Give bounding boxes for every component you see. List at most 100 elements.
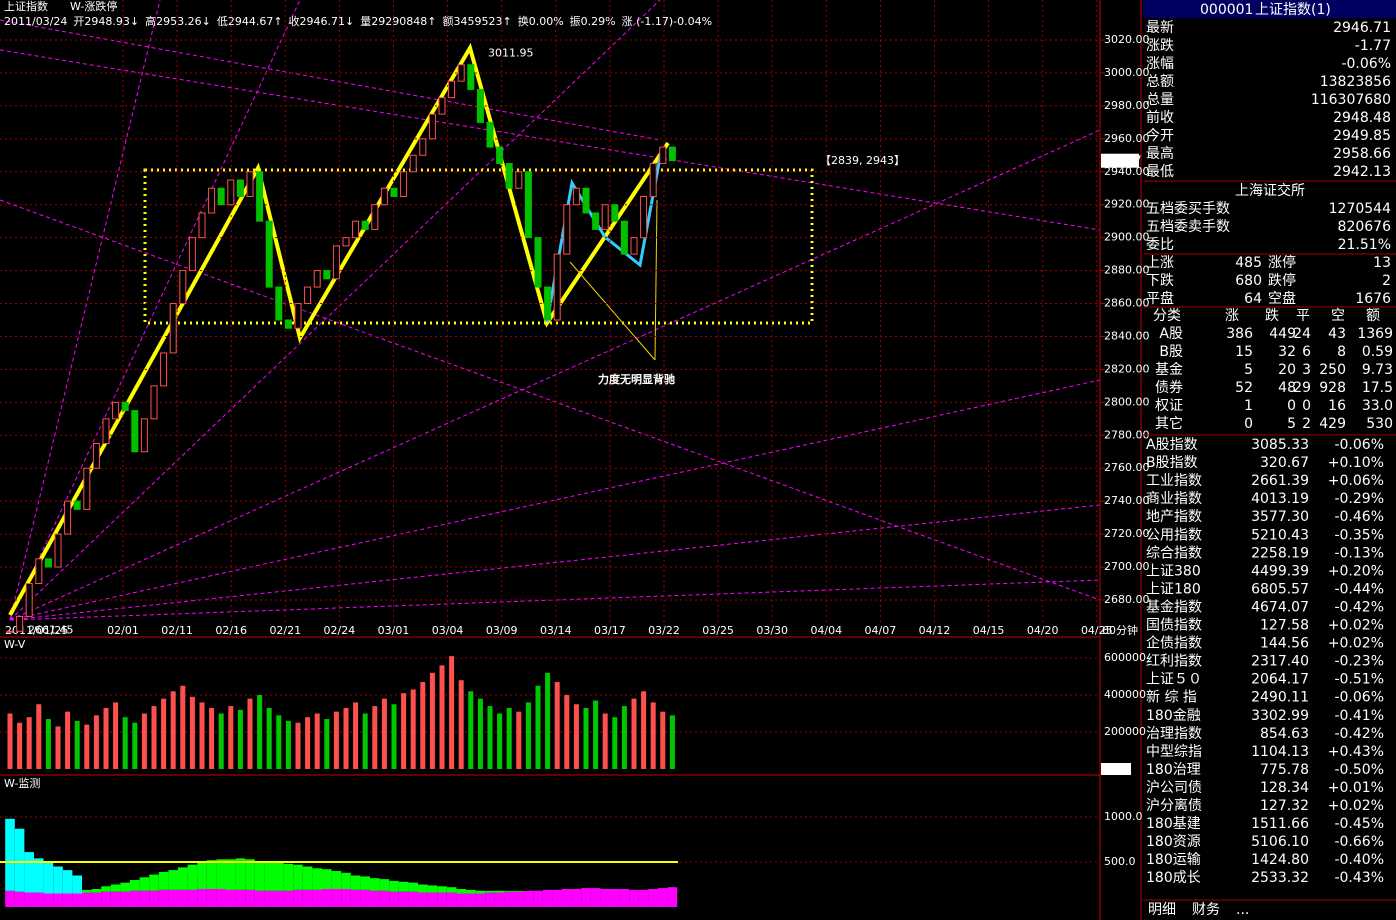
candle [256,171,264,222]
quote-value: 2942.13 [1333,164,1391,180]
table-cell: 0 [1244,416,1253,432]
table-cell: 32 [1278,344,1296,360]
candle [208,187,216,214]
index-name: 红利指数 [1146,654,1202,670]
table-header: 额 [1366,308,1380,324]
table-cell: 0 [1302,398,1311,414]
monitor-bar [427,885,438,893]
volume-bar [26,717,32,769]
monitor-bar [485,890,495,893]
index-change: -0.45% [1334,816,1384,832]
monitor-bar [283,890,294,907]
monitor-bar [149,890,159,907]
breadth-label: 平盘 [1146,290,1174,307]
monitor-bar [341,872,351,889]
monitor-bar [370,890,380,907]
monitor-bar [437,892,447,907]
index-change: -0.29% [1334,491,1384,507]
tab[interactable]: 明细 [1148,902,1176,918]
volume-bar [621,706,627,769]
volume-bar [45,719,51,769]
monitor-bar [322,888,332,907]
fan-line [9,0,161,621]
monitor-bar [245,889,255,907]
candle [179,270,187,305]
volume-bar [353,702,359,769]
index-change: +0.06% [1328,473,1384,489]
monitor-bar [82,892,92,907]
monitor-bar [101,891,111,907]
monitor-bar [523,890,534,907]
index-name: 180治理 [1146,762,1201,778]
volume-bar [209,707,215,769]
quote-label: 今开 [1146,128,1174,144]
volume-bar [612,717,618,769]
table-cell: 5 [1287,416,1296,432]
monitor-bar [197,888,207,907]
y-tick-label: 2800.00 [1104,395,1150,408]
y-tick-label: 2740.00 [1104,494,1150,507]
index-price: 2317.40 [1251,654,1309,670]
table-cell: 8 [1337,344,1346,360]
volume-bar [343,707,349,769]
candle [390,187,398,197]
last-price-tag [1101,153,1139,168]
index-price: 320.67 [1260,455,1309,471]
monitor-bar [110,884,121,892]
candle [419,138,427,156]
volume-bar [247,698,253,769]
candle [630,237,638,255]
quote-value: 2958.66 [1333,146,1391,162]
candle [54,533,62,568]
index-price: 854.63 [1260,726,1309,742]
index-name: 基金指数 [1146,598,1202,615]
code: 000001 [1200,2,1253,18]
monitor-bar [475,893,486,907]
candle [284,319,292,329]
volume-bar [545,672,551,769]
monitor-bar [216,888,226,907]
fan-line [0,199,1101,601]
tab[interactable]: ... [1236,902,1249,918]
volume-bar [141,713,147,769]
monitor-bar [293,864,303,890]
last-price-label: 2946.7 [1103,154,1142,167]
index-name: 新 综 指 [1146,690,1197,706]
quote-value: 13823856 [1320,74,1391,90]
period-label: 60分钟 [1102,623,1138,637]
candle [275,286,283,321]
monitor-bar [5,890,15,907]
index-name: 综合指数 [1146,545,1202,561]
volume-bar [276,715,282,769]
monitor-bar [158,871,169,890]
index-price: 1424.80 [1251,852,1309,868]
volume-bar [669,715,675,769]
y-tick-label: 1000.0 [1104,810,1143,823]
index-price: 128.34 [1260,780,1309,796]
monitor-bar [168,870,178,890]
volume-bar [84,724,90,769]
breadth-value: 485 [1235,255,1262,271]
fan-line [9,379,1101,621]
quote-label: 最低 [1146,164,1174,180]
monitor-bar [14,891,25,907]
monitor-bar [245,859,255,890]
volume-bar [381,698,387,769]
monitor-bar [226,889,236,907]
index-name: 国债指数 [1146,618,1202,634]
index-change: -0.23% [1334,654,1384,670]
index-change: -0.42% [1334,599,1384,615]
quote-label: 涨幅 [1146,56,1174,72]
monitor-bar [379,890,390,907]
x-tick-label: 03/04 [432,624,464,637]
monitor-bar [398,881,409,892]
monitor-bar [466,889,476,894]
monitor-bar [24,852,34,893]
monitor-bar [34,858,44,893]
index-change: -0.06% [1334,437,1384,453]
candle [150,385,158,420]
tab[interactable]: 财务 [1192,902,1220,918]
candle [6,630,14,633]
fan-line [0,19,661,141]
